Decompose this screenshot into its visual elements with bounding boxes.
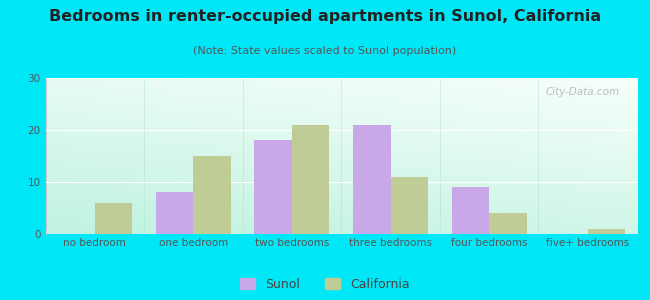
- Bar: [156, 192, 194, 234]
- Bar: [353, 125, 391, 234]
- Bar: [452, 187, 489, 234]
- Bar: [292, 125, 330, 234]
- Bar: [391, 177, 428, 234]
- Legend: Sunol, California: Sunol, California: [240, 278, 410, 291]
- Text: Bedrooms in renter-occupied apartments in Sunol, California: Bedrooms in renter-occupied apartments i…: [49, 9, 601, 24]
- Text: City-Data.com: City-Data.com: [545, 87, 619, 98]
- Bar: [194, 156, 231, 234]
- Bar: [588, 229, 625, 234]
- Bar: [255, 140, 292, 234]
- Text: (Note: State values scaled to Sunol population): (Note: State values scaled to Sunol popu…: [194, 46, 456, 56]
- Bar: [95, 203, 132, 234]
- Bar: [489, 213, 526, 234]
